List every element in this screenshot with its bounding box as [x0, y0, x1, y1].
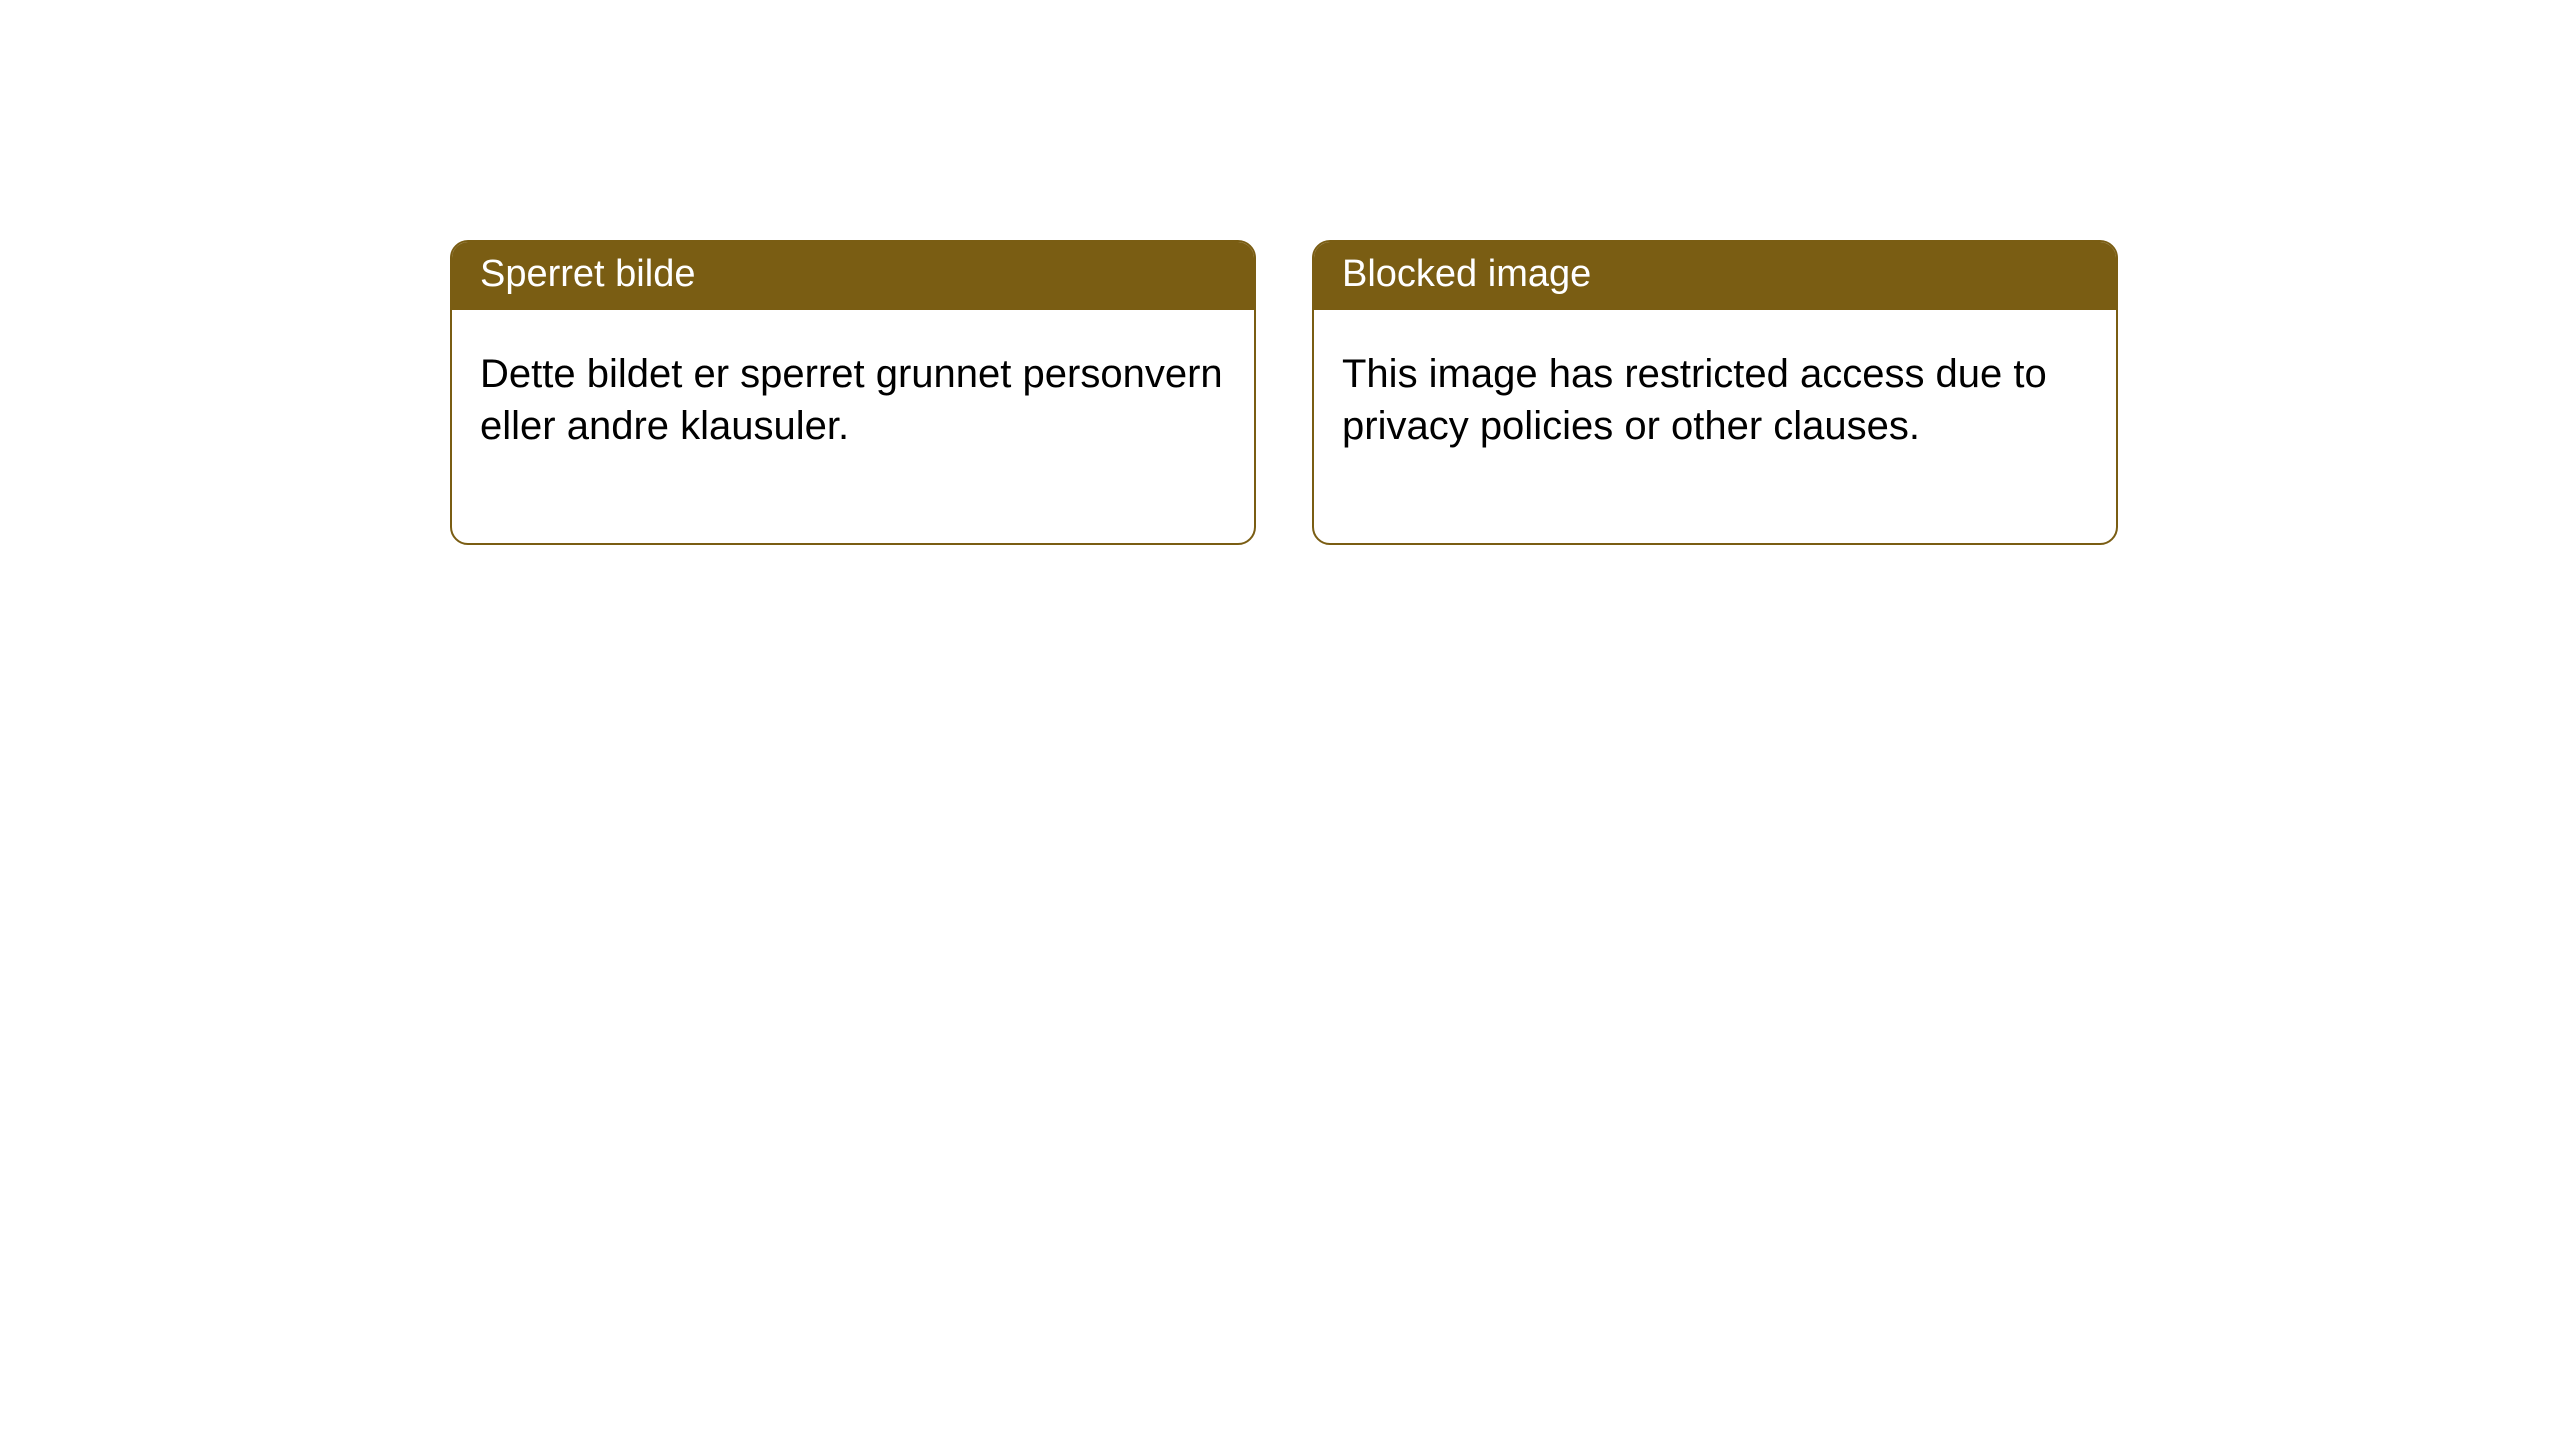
card-header: Sperret bilde: [452, 242, 1254, 310]
card-body: This image has restricted access due to …: [1314, 310, 2116, 544]
notice-card-norwegian: Sperret bilde Dette bildet er sperret gr…: [450, 240, 1256, 545]
card-body: Dette bildet er sperret grunnet personve…: [452, 310, 1254, 544]
notice-card-english: Blocked image This image has restricted …: [1312, 240, 2118, 545]
notice-container: Sperret bilde Dette bildet er sperret gr…: [0, 0, 2560, 545]
card-header: Blocked image: [1314, 242, 2116, 310]
